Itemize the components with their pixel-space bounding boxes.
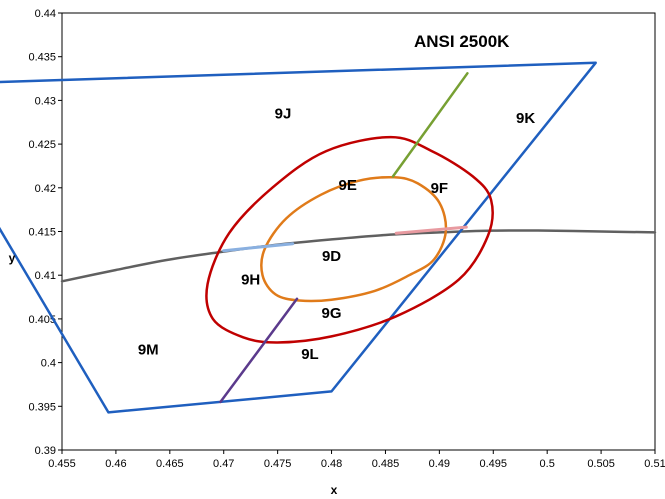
ellipse-line: [260, 175, 448, 303]
y-tick-label: 0.41: [35, 270, 56, 282]
bin-label-9h: 9H: [241, 272, 260, 289]
bin-label-9g: 9G: [322, 305, 342, 322]
y-tick-label: 0.405: [28, 314, 56, 326]
y-tick-label: 0.425: [28, 139, 56, 151]
x-tick-label: 0.48: [321, 458, 342, 470]
planckian-locus-line: [60, 229, 657, 283]
bin-label-9m: 9M: [138, 341, 159, 358]
y-tick-label: 0.42: [35, 183, 56, 195]
y-tick-label: 0.44: [35, 8, 56, 20]
x-axis-label: x: [331, 483, 338, 497]
bin-label-9j: 9J: [275, 106, 292, 123]
x-tick-label: 0.455: [48, 458, 76, 470]
highlight-line: [394, 225, 468, 235]
x-tick-label: 0.485: [372, 458, 400, 470]
bin-label-9e: 9E: [339, 177, 357, 194]
bin-label-9f: 9F: [431, 180, 449, 197]
x-tick-label: 0.51: [644, 458, 665, 470]
divider-line: [391, 72, 469, 178]
x-tick-label: 0.5: [540, 458, 555, 470]
x-tick-label: 0.475: [264, 458, 292, 470]
x-tick-label: 0.49: [429, 458, 450, 470]
quadrangle-line: [0, 61, 597, 414]
bin-label-9l: 9L: [301, 346, 319, 363]
bin-label-9k: 9K: [516, 110, 535, 127]
x-tick-label: 0.465: [156, 458, 184, 470]
y-tick-label: 0.395: [28, 401, 56, 413]
bin-label-9d: 9D: [322, 248, 341, 265]
y-axis-label: y: [9, 251, 16, 265]
highlight-line: [222, 242, 295, 253]
y-tick-label: 0.435: [28, 52, 56, 64]
ellipse-line: [205, 135, 494, 344]
y-axis: 0.39 0.395 0.4 0.405 0.41 0.415 0.42 0.425 0.43 0…: [28, 8, 62, 457]
series-layer: [0, 61, 657, 414]
x-tick-label: 0.46: [105, 458, 126, 470]
x-axis: 0.455 0.46 0.465 0.47 0.475 0.48 0.485 0.49 0.49…: [48, 450, 665, 470]
y-tick-label: 0.415: [28, 227, 56, 239]
y-tick-label: 0.39: [35, 445, 56, 457]
chart-title: ANSI 2500K: [414, 32, 510, 51]
x-tick-label: 0.495: [480, 458, 508, 470]
y-tick-label: 0.43: [35, 95, 56, 107]
x-tick-label: 0.47: [213, 458, 234, 470]
y-tick-label: 0.4: [41, 358, 56, 370]
x-tick-label: 0.505: [587, 458, 615, 470]
divider-line: [219, 297, 299, 404]
annotations: 9J 9K 9E 9F 9D 9H 9G 9M 9L: [138, 106, 536, 363]
